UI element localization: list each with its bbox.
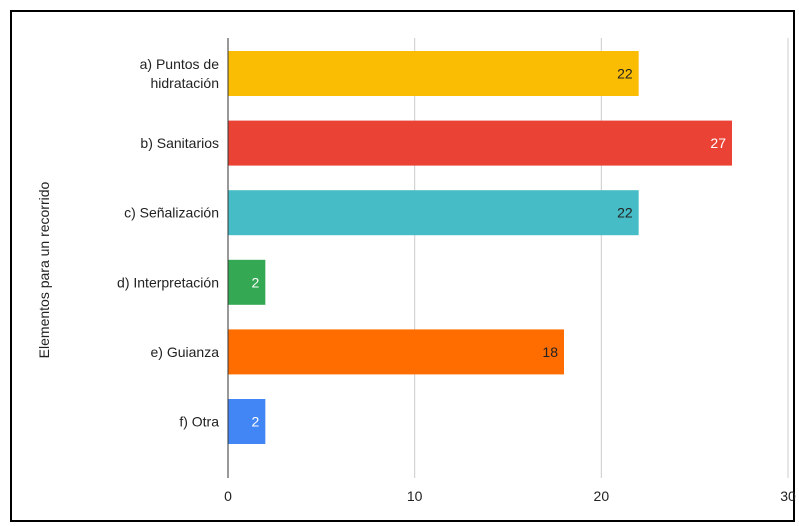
data-label: 2 — [252, 414, 260, 430]
category-label: c) Señalización — [124, 205, 219, 221]
x-tick-label: 30 — [780, 488, 796, 504]
gridlines — [414, 38, 789, 478]
bar — [228, 329, 564, 375]
data-label: 22 — [617, 205, 633, 221]
bar — [228, 120, 732, 166]
x-tick-label: 10 — [407, 488, 423, 504]
data-label: 27 — [710, 135, 726, 151]
category-label: b) Sanitarios — [140, 135, 219, 151]
data-label: 18 — [542, 344, 558, 360]
bar — [228, 259, 266, 305]
category-label: e) Guianza — [151, 344, 220, 360]
bar — [228, 399, 266, 444]
x-tick-label: 20 — [594, 488, 610, 504]
axes: 0 10 20 30 a) Puntos de hidratación b) Sanitar… — [117, 38, 796, 504]
category-label: f) Otra — [179, 414, 219, 430]
data-label: 2 — [252, 274, 260, 290]
x-tick-label: 0 — [224, 488, 232, 504]
data-label: 22 — [617, 66, 633, 82]
category-label: d) Interpretación — [117, 274, 219, 290]
category-label: a) Puntos de hidratación — [140, 56, 220, 91]
bar — [228, 190, 639, 236]
bar — [228, 51, 639, 96]
y-axis-title: Elementos para un recorrido — [36, 181, 52, 358]
